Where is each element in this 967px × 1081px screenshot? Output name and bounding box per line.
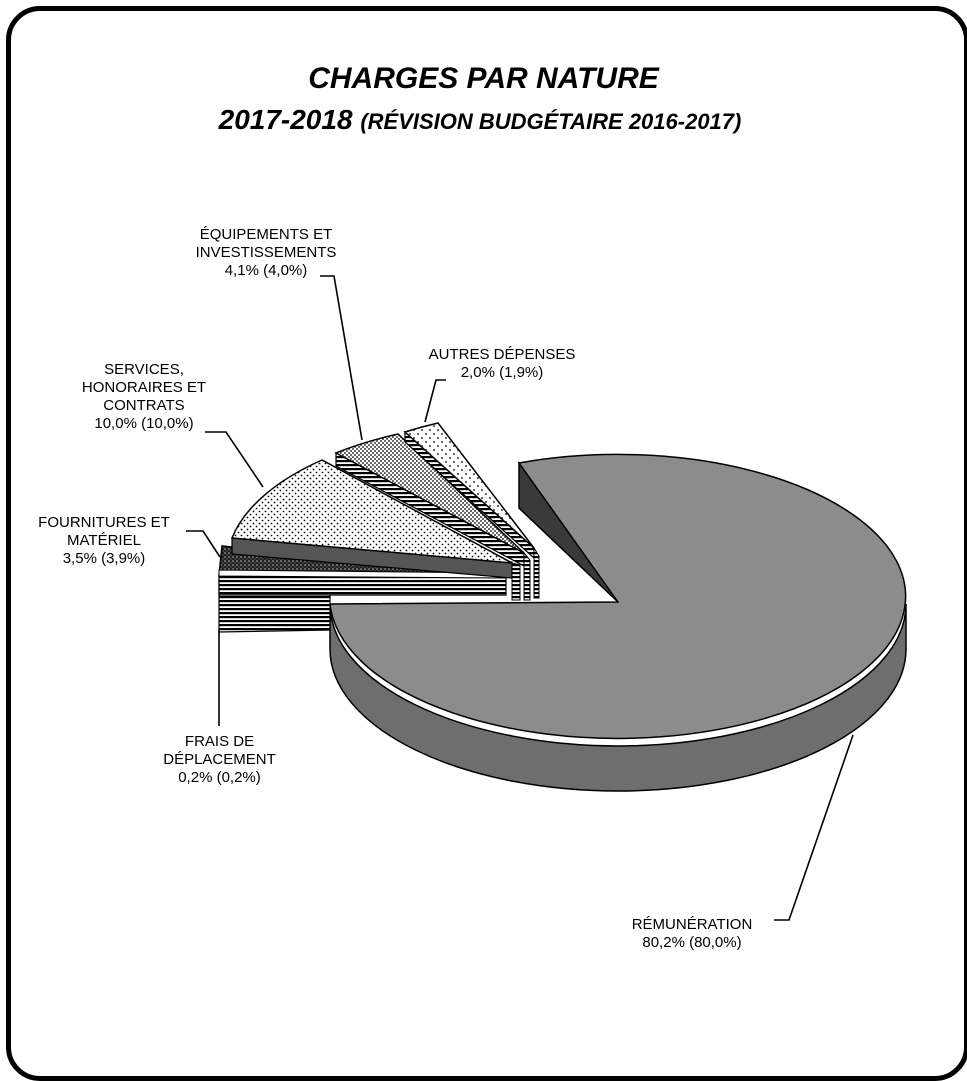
chart-subtitle-year: 2017-2018 [218, 104, 353, 135]
leader-lines [186, 275, 854, 921]
leader-fournitures [186, 530, 221, 558]
chart-subtitle-note: (RÉVISION BUDGÉTAIRE 2016-2017) [360, 109, 742, 134]
leader-remuneration [774, 734, 854, 921]
label-fournitures: FOURNITURES ET MATÉRIEL 3,5% (3,9%) [22, 514, 186, 568]
label-fournitures-line-1: FOURNITURES ET [38, 514, 170, 531]
label-remuneration-value: 80,2% (80,0%) [642, 934, 742, 951]
slice-services [230, 459, 521, 601]
label-frais-line-2: DÉPLACEMENT [163, 751, 276, 768]
slice-remuneration [329, 453, 907, 792]
chart-subtitle: 2017-2018 (RÉVISION BUDGÉTAIRE 2016-2017… [60, 104, 900, 136]
label-equipements-value: 4,1% (4,0%) [224, 262, 308, 279]
label-frais-value: 0,2% (0,2%) [178, 769, 261, 786]
label-services-value: 10,0% (10,0%) [94, 415, 194, 432]
chart-title: CHARGES PAR NATURE [308, 62, 659, 95]
label-autres: AUTRES DÉPENSES 2,0% (1,9%) [402, 346, 602, 382]
leader-equipements [320, 275, 363, 441]
label-autres-value: 2,0% (1,9%) [460, 364, 544, 381]
label-frais: FRAIS DE DÉPLACEMENT 0,2% (0,2%) [132, 733, 307, 787]
label-autres-line-1: AUTRES DÉPENSES [428, 346, 576, 363]
label-remuneration-line-1: RÉMUNÉRATION [631, 916, 753, 933]
label-fournitures-value: 3,5% (3,9%) [62, 550, 146, 567]
label-services-line-3: CONTRATS [103, 397, 185, 414]
label-equipements-line-2: INVESTISSEMENTS [195, 244, 337, 261]
label-frais-line-1: FRAIS DE [184, 733, 255, 750]
slice-equipements [334, 433, 531, 601]
label-services-line-2: HONORAIRES ET [81, 379, 207, 396]
label-equipements: ÉQUIPEMENTS ET INVESTISSEMENTS 4,1% (4,0… [166, 226, 366, 280]
slice-autres [403, 422, 540, 599]
label-equipements-line-1: ÉQUIPEMENTS ET [199, 226, 333, 243]
label-services-line-1: SERVICES, [104, 361, 184, 378]
leader-services [205, 431, 264, 488]
label-remuneration: RÉMUNÉRATION 80,2% (80,0%) [612, 916, 772, 952]
label-fournitures-line-2: MATÉRIEL [67, 532, 141, 549]
leader-autres [424, 379, 446, 423]
label-services: SERVICES, HONORAIRES ET CONTRATS 10,0% (… [62, 361, 226, 433]
